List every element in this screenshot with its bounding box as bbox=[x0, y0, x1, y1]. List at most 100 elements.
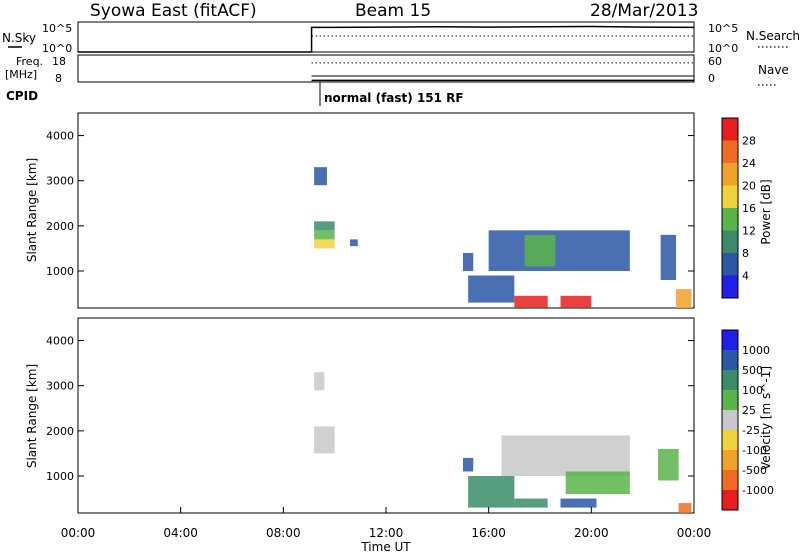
power-colorbar-frame bbox=[721, 117, 739, 299]
power-cell bbox=[488, 230, 630, 271]
nsearch-tick-bottom: 10^0 bbox=[708, 42, 738, 55]
cpid-text: normal (fast) 151 RF bbox=[324, 91, 464, 105]
xtick-label: 16:00 bbox=[471, 526, 506, 540]
power-colorbar-swatch bbox=[722, 208, 738, 231]
power-colorbar-swatch bbox=[722, 185, 738, 208]
velocity-cell bbox=[678, 503, 692, 513]
velocity-yticks: 1000 2000 3000 4000 bbox=[46, 335, 694, 483]
nave-tick-top: 60 bbox=[708, 55, 722, 68]
xtick-label: 08:00 bbox=[266, 526, 301, 540]
freq-label-line2: [MHz] bbox=[5, 68, 37, 81]
nsearch-label: N.Search bbox=[746, 29, 800, 43]
velocity-colorbar-swatch bbox=[722, 430, 738, 450]
power-cell bbox=[314, 221, 335, 231]
nave-label: Nave bbox=[758, 63, 789, 77]
power-colorbar-swatch bbox=[722, 253, 738, 276]
velocity-ytick-label: 4000 bbox=[46, 335, 74, 348]
power-ytick-label: 3000 bbox=[46, 175, 74, 188]
power-panel bbox=[77, 112, 695, 309]
nave-tick-bottom: 0 bbox=[708, 72, 715, 85]
velocity-colorbar-frame bbox=[721, 329, 739, 511]
velocity-colorbar-label: Velocity [m s^-1] bbox=[759, 366, 773, 470]
velocity-colorbar-tick: 25 bbox=[742, 404, 756, 417]
time-axis-label: Time UT bbox=[360, 540, 411, 554]
power-colorbar-swatch bbox=[722, 275, 738, 298]
power-colorbar-tick: 12 bbox=[742, 225, 756, 238]
power-colorbar-swatch bbox=[722, 163, 738, 186]
nsky-panel bbox=[77, 21, 695, 53]
velocity-colorbar-swatch bbox=[722, 470, 738, 490]
power-cell bbox=[524, 234, 556, 267]
nsky-label: N.Sky bbox=[2, 31, 36, 45]
date-title: 28/Mar/2013 bbox=[590, 1, 698, 21]
freq-series bbox=[311, 62, 694, 82]
velocity-colorbar-tick: -25 bbox=[742, 424, 760, 437]
power-yticks: 1000 2000 3000 4000 bbox=[46, 130, 694, 278]
power-colorbar-tick: 20 bbox=[742, 180, 756, 193]
velocity-cell bbox=[463, 457, 474, 472]
power-cell bbox=[514, 295, 548, 308]
velocity-cell bbox=[658, 448, 679, 481]
velocity-ytick-label: 2000 bbox=[46, 425, 74, 438]
velocity-colorbar-tick: 1000 bbox=[742, 344, 770, 357]
xtick-label: 20:00 bbox=[574, 526, 609, 540]
velocity-cell bbox=[314, 426, 335, 454]
velocity-colorbar-tick: -500 bbox=[742, 464, 767, 477]
velocity-cell bbox=[314, 372, 325, 391]
velocity-colorbar-swatch bbox=[722, 330, 738, 350]
xtick-label: 04:00 bbox=[163, 526, 198, 540]
nsky-series bbox=[78, 25, 695, 53]
freq-label-line1: Freq. bbox=[16, 55, 43, 68]
freq-tick-top: 18 bbox=[52, 55, 66, 68]
velocity-colorbar-swatch bbox=[722, 410, 738, 430]
nsky-tick-top: 10^5 bbox=[42, 22, 72, 35]
power-cell bbox=[314, 239, 335, 249]
velocity-colorbar-tick: -1000 bbox=[742, 484, 774, 497]
velocity-ylabel: Slant Range [km] bbox=[25, 364, 39, 468]
velocity-colorbar-tick: 500 bbox=[742, 364, 763, 377]
power-colorbar-tick: 28 bbox=[742, 135, 756, 148]
power-colorbar-tick: 24 bbox=[742, 157, 756, 170]
power-ytick-label: 2000 bbox=[46, 220, 74, 233]
velocity-cell bbox=[514, 498, 548, 508]
power-cell bbox=[660, 234, 677, 281]
xtick-label: 00:00 bbox=[677, 526, 712, 540]
freq-tick-bottom: 8 bbox=[55, 72, 62, 85]
power-ytick-label: 1000 bbox=[46, 265, 74, 278]
nsearch-tick-top: 10^5 bbox=[708, 22, 738, 35]
nsky-tick-bottom: 10^0 bbox=[42, 42, 72, 55]
power-colorbar-swatch bbox=[722, 118, 738, 141]
velocity-ytick-label: 1000 bbox=[46, 470, 74, 483]
velocity-cell bbox=[501, 435, 630, 476]
power-cell bbox=[560, 295, 592, 308]
power-cell bbox=[314, 230, 335, 240]
power-cell bbox=[350, 239, 358, 247]
power-colorbar-swatch bbox=[722, 140, 738, 163]
velocity-cell bbox=[468, 475, 515, 508]
xtick-label: 00:00 bbox=[61, 526, 96, 540]
power-cell bbox=[314, 167, 327, 186]
power-colorbar-swatch bbox=[722, 230, 738, 253]
nsky-line bbox=[78, 25, 695, 53]
power-colorbar-tick: 16 bbox=[742, 202, 756, 215]
power-colorbar-tick: 4 bbox=[742, 270, 749, 283]
velocity-xticks: 00:00 04:00 08:00 12:00 16:00 20:00 00:00 bbox=[61, 507, 712, 540]
velocity-colorbar-swatch bbox=[722, 390, 738, 410]
power-colorbar-tick: 8 bbox=[742, 247, 749, 260]
beam-title: Beam 15 bbox=[355, 1, 431, 21]
power-cells bbox=[314, 167, 692, 308]
velocity-colorbar-swatch bbox=[722, 350, 738, 370]
velocity-colorbar-swatch bbox=[722, 370, 738, 390]
velocity-cell bbox=[565, 471, 630, 495]
velocity-colorbar-swatch bbox=[722, 490, 738, 510]
velocity-colorbar-tick: 100 bbox=[742, 384, 763, 397]
velocity-cell bbox=[560, 498, 597, 508]
power-ylabel: Slant Range [km] bbox=[25, 158, 39, 262]
power-ytick-label: 4000 bbox=[46, 130, 74, 143]
power-cell bbox=[676, 289, 692, 308]
velocity-colorbar-tick: -100 bbox=[742, 444, 767, 457]
power-colorbar-label: Power [dB] bbox=[759, 179, 773, 244]
station-title: Syowa East (fitACF) bbox=[90, 1, 257, 21]
velocity-ytick-label: 3000 bbox=[46, 380, 74, 393]
